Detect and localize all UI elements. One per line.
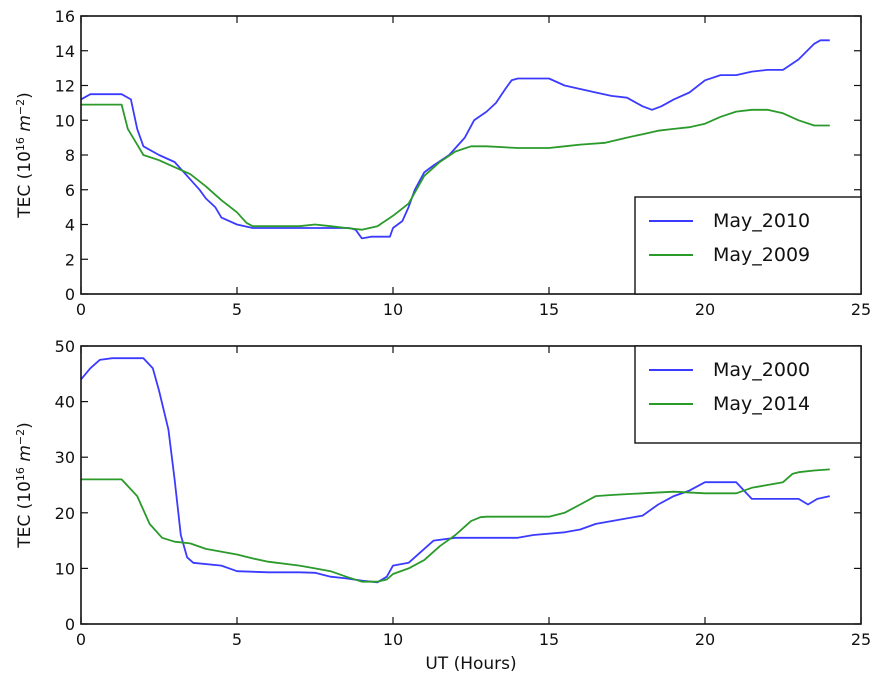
legend-label: May_2014 [713,393,810,415]
legend-label: May_2000 [713,359,810,381]
y-tick-label: 14 [55,42,75,61]
y-tick-label: 2 [65,250,75,269]
y-tick-label: 12 [55,77,75,96]
y-tick-label: 4 [65,216,75,235]
legend-label: May_2009 [713,244,810,266]
x-tick-label: 25 [851,300,871,319]
y-tick-label: 10 [55,111,75,130]
y-tick-label: 6 [65,181,75,200]
top-chart-panel: 0 5 10 15 20 25 0 2 4 6 8 10 12 14 16 TEC (1016 m−2) M… [14,7,872,319]
x-tick-label: 5 [232,300,242,319]
top-legend: May_2010 May_2009 [634,196,862,295]
y-tick-label: 8 [65,146,75,165]
x-tick-label: 0 [76,630,86,649]
series-line-may_2010 [80,39,830,240]
bottom-legend: May_2000 May_2014 [634,345,862,444]
x-tick-label: 15 [539,300,559,319]
x-tick-label: 10 [383,630,403,649]
y-tick-label: 40 [55,393,75,412]
x-tick-label: 0 [76,300,86,319]
x-tick-label: 25 [851,630,871,649]
top-axis-ticks: 0 5 10 15 20 25 0 2 4 6 8 10 12 14 16 [55,7,872,319]
series-line-may_2000 [80,357,830,584]
y-tick-label: 30 [55,448,75,467]
legend-box [634,196,862,295]
y-tick-label: 20 [55,504,75,523]
y-tick-label: 0 [65,285,75,304]
legend-label: May_2010 [713,210,810,232]
bottom-plot-frame [80,345,862,625]
y-tick-label: 10 [55,559,75,578]
series-line-may_2009 [81,103,830,231]
x-tick-label: 15 [539,630,559,649]
x-tick-label: 20 [695,630,715,649]
x-tick-label: 20 [695,300,715,319]
legend-box [634,345,862,444]
top-y-axis-label: TEC (1016 m−2) [14,92,36,219]
y-tick-label: 16 [55,7,75,26]
x-tick-label: 10 [383,300,403,319]
bottom-plot-lines [80,357,830,584]
x-tick-label: 5 [232,630,242,649]
series-line-may_2014 [81,468,830,583]
top-plot-lines [80,39,830,240]
bottom-y-axis-label: TEC (1016 m−2) [14,422,36,549]
bottom-axis-ticks: 0 5 10 15 20 25 0 10 20 30 40 50 [55,337,872,649]
y-tick-label: 0 [65,615,75,634]
y-tick-label: 50 [55,337,75,356]
bottom-chart-panel: 0 5 10 15 20 25 0 10 20 30 40 50 TEC (1016 m−2) May… [14,337,872,649]
x-axis-label: UT (Hours) [425,654,516,674]
